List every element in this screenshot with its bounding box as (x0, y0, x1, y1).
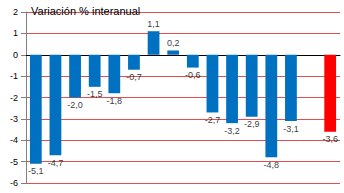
svg-text:2: 2 (13, 7, 18, 17)
svg-text:-5: -5 (10, 157, 18, 167)
svg-text:-3,2: -3,2 (224, 126, 240, 136)
svg-text:-2,0: -2,0 (67, 100, 83, 110)
svg-text:-3,1: -3,1 (283, 124, 299, 134)
svg-text:-1,8: -1,8 (107, 96, 123, 106)
svg-text:-4: -4 (10, 135, 18, 145)
svg-text:0,2: 0,2 (167, 38, 180, 48)
svg-text:1: 1 (13, 28, 18, 38)
svg-text:-6: -6 (10, 178, 18, 188)
svg-text:Variación % interanual: Variación % interanual (31, 5, 140, 17)
svg-text:1,1: 1,1 (147, 19, 160, 29)
svg-text:-3,6: -3,6 (322, 134, 338, 144)
svg-text:-1: -1 (10, 71, 18, 81)
svg-text:0: 0 (13, 50, 18, 60)
svg-text:-3: -3 (10, 114, 18, 124)
svg-text:-2,7: -2,7 (205, 115, 221, 125)
svg-text:-5,1: -5,1 (28, 166, 44, 176)
svg-text:-4,7: -4,7 (48, 158, 64, 168)
svg-text:-1,5: -1,5 (87, 89, 103, 99)
svg-text:-2: -2 (10, 93, 18, 103)
svg-text:-0,6: -0,6 (185, 70, 201, 80)
svg-text:-4,8: -4,8 (264, 160, 280, 170)
svg-text:-0,7: -0,7 (126, 72, 142, 82)
svg-text:-2,9: -2,9 (244, 119, 260, 129)
